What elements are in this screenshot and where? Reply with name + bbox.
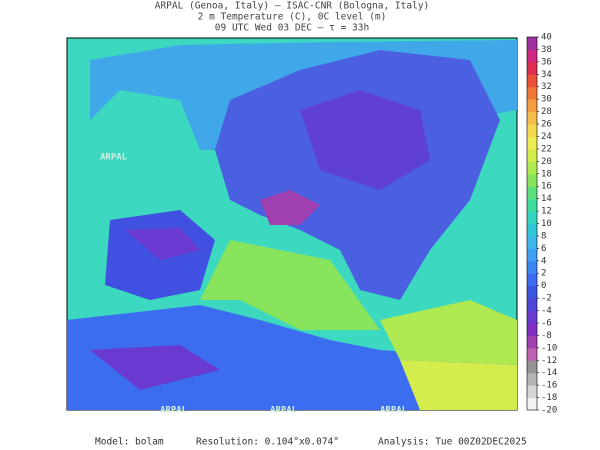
colorbar-segment	[527, 273, 537, 287]
header-line: 2 m Temperature (C), 0C level (m)	[198, 12, 387, 23]
sea	[380, 300, 517, 365]
land	[67, 305, 517, 410]
colorbar-segment	[527, 99, 537, 113]
land	[260, 190, 320, 225]
land	[125, 228, 200, 260]
colorbar-tick-label: 18	[541, 169, 552, 179]
land	[400, 360, 517, 410]
colorbar-segment	[527, 124, 537, 137]
watermark: ARPAL	[380, 406, 408, 416]
colorbar-segment	[527, 397, 537, 411]
colorbar-tick-label: -12	[541, 356, 557, 366]
colorbar-tick-label: -20	[541, 406, 557, 416]
watermark: ARPAL	[160, 406, 188, 416]
colorbar-segment	[527, 360, 537, 374]
colorbar-tick-label: -4	[541, 306, 552, 316]
colorbar-segment	[527, 385, 537, 399]
colorbar-segment	[527, 49, 537, 63]
colorbar-segment	[527, 322, 537, 336]
colorbar-tick-label: 4	[541, 256, 546, 266]
colorbar-segment	[527, 298, 537, 312]
colorbar-segment	[527, 235, 537, 249]
colorbar-tick-label: 28	[541, 107, 552, 117]
colorbar-segment	[527, 310, 537, 324]
colorbar-segment	[527, 74, 537, 88]
colorbar-tick-label: -14	[541, 368, 557, 378]
colorbar-tick-label: 16	[541, 182, 552, 192]
colorbar-segment	[527, 347, 537, 361]
colorbar-segment	[527, 61, 537, 75]
colorbar-tick-label: -10	[541, 343, 557, 353]
watermark: ARPAL	[270, 406, 298, 416]
colorbar-tick-label: 30	[541, 95, 552, 105]
colorbar-tick-label: -16	[541, 381, 557, 391]
colorbar-segment	[527, 223, 537, 237]
watermark: ARPAL	[100, 153, 128, 163]
footer-resolution: Resolution: 0.104°x0.074°	[196, 437, 339, 448]
colorbar-segment	[527, 111, 537, 125]
colorbar-tick-label: -2	[541, 294, 552, 304]
colorbar-tick-label: 26	[541, 120, 552, 130]
colorbar-tick-label: 6	[541, 244, 546, 254]
colorbar-tick-label: -8	[541, 331, 552, 341]
colorbar-tick-label: 22	[541, 144, 552, 154]
colorbar-tick-label: 0	[541, 281, 546, 291]
colorbar-tick-label: 14	[541, 194, 552, 204]
colorbar-tick-label: 12	[541, 207, 552, 217]
colorbar-tick-label: 8	[541, 231, 546, 241]
colorbar-tick-label: -18	[541, 393, 557, 403]
colorbar-segment	[527, 260, 537, 274]
footer-model: Model: bolam	[95, 437, 164, 448]
colorbar-segment	[527, 198, 537, 212]
colorbar-segment	[527, 186, 537, 200]
land	[90, 345, 220, 390]
colorbar-segment	[527, 37, 537, 50]
colorbar-segment	[527, 136, 537, 150]
colorbar-segment	[527, 335, 537, 349]
colorbar-segment	[527, 161, 537, 175]
colorbar-segment	[527, 372, 537, 386]
map: ARPAL ARPAL ARPAL ARPAL	[66, 37, 518, 416]
colorbar-tick-label: -6	[541, 318, 552, 328]
colorbar-tick-label: 24	[541, 132, 552, 142]
colorbar-tick-label: 40	[541, 33, 552, 43]
colorbar: -20-18-16-14-12-10-8-6-4-202468101214161…	[526, 33, 557, 416]
colorbar-tick-label: 32	[541, 82, 552, 92]
colorbar-tick-label: 36	[541, 57, 552, 67]
colorbar-segment	[527, 248, 537, 262]
header-line: ARPAL (Genoa, Italy) — ISAC-CNR (Bologna…	[155, 1, 430, 12]
colorbar-segment	[527, 285, 537, 299]
footer-analysis: Analysis: Tue 00Z02DEC2025	[378, 437, 527, 448]
colorbar-tick-label: 10	[541, 219, 552, 229]
colorbar-segment	[527, 148, 537, 162]
colorbar-tick-label: 38	[541, 45, 552, 55]
colorbar-segment	[527, 211, 537, 224]
header-line: 09 UTC Wed 03 DEC — τ = 33h	[215, 23, 369, 34]
colorbar-segment	[527, 173, 537, 187]
colorbar-tick-label: 20	[541, 157, 552, 167]
colorbar-segment	[527, 86, 537, 100]
sea	[200, 240, 380, 330]
land	[300, 90, 430, 190]
colorbar-tick-label: 34	[541, 70, 552, 80]
colorbar-tick-label: 2	[541, 269, 546, 279]
